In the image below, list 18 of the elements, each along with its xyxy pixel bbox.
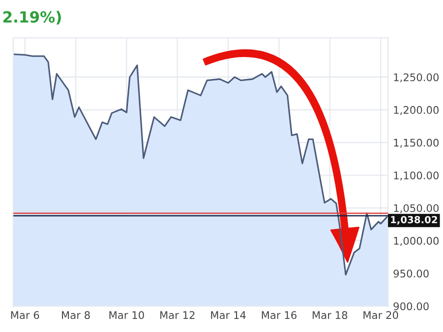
x-tick-label: Mar 12 [160,311,194,320]
ref-line-label: 1,038.02 [391,216,438,225]
x-tick-label: Mar 20 [364,311,398,320]
x-tick-label: Mar 18 [312,311,348,320]
y-tick-label: 1,000.00 [394,236,439,246]
x-tick-label: Mar 6 [11,311,40,320]
x-tick-label: Mar 10 [109,311,144,320]
chart-title: 2.19%) [3,10,61,24]
y-tick-label: 950.00 [394,270,429,278]
y-tick-label: 900.00 [394,302,429,310]
y-tick-label: 1,150.00 [394,138,439,148]
x-tick-label: Mar 14 [211,311,246,320]
y-tick-label: 1,100.00 [394,171,439,180]
x-tick-label: Mar 16 [262,311,296,320]
y-tick-label: 1,200.00 [394,106,439,115]
y-tick-label: 1,050.00 [394,204,439,214]
y-tick-label: 1,250.00 [394,73,439,82]
x-tick-label: Mar 8 [62,311,90,320]
